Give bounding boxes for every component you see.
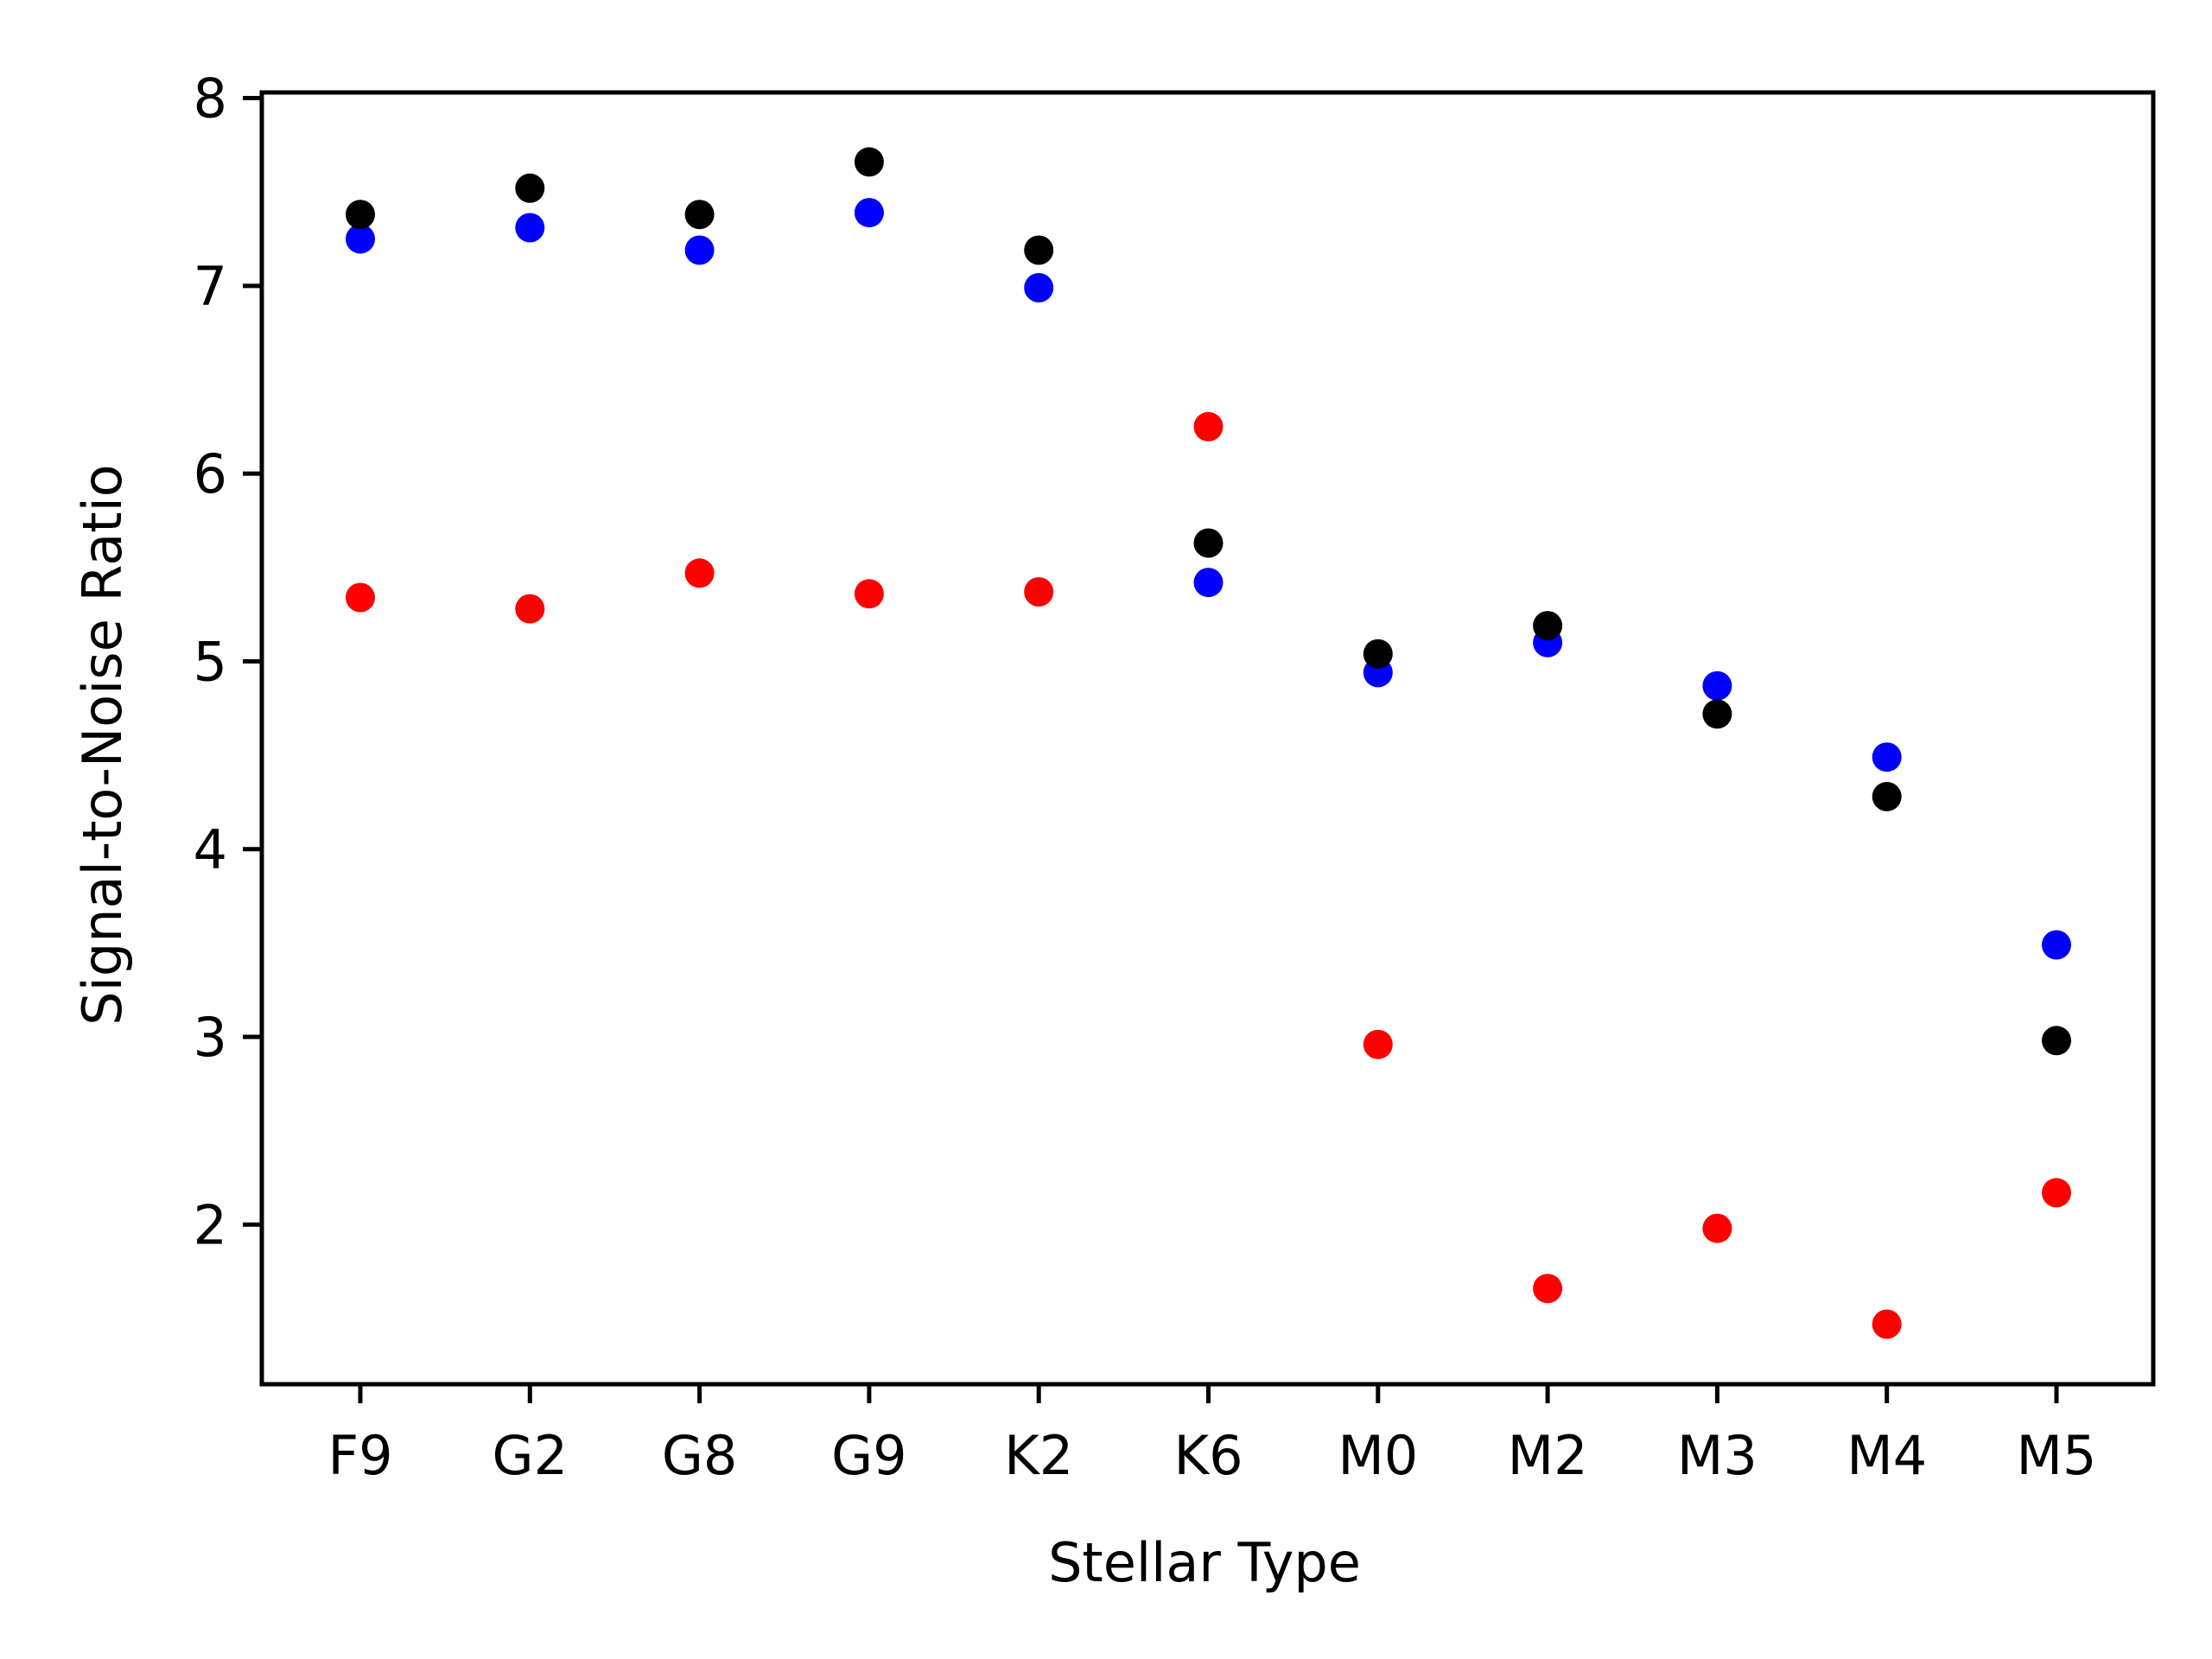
x-tick-label: M4 [1847, 1424, 1927, 1487]
x-axis-label: Stellar Type [1048, 1531, 1361, 1594]
data-point [1024, 273, 1054, 302]
data-point [1024, 577, 1054, 607]
axes: 2 3 4 5 6 7 8 F9 G2 G8 G9 K2 K6 M0 M2 M3 M4 M5 [194, 67, 2156, 1487]
x-tick-label: M5 [2017, 1424, 2097, 1487]
data-point [346, 582, 375, 613]
data-point [1363, 1029, 1393, 1059]
data-point [1702, 671, 1732, 701]
data-point [1533, 1274, 1563, 1304]
y-axis-label: Signal-to-Noise Ratio [71, 464, 134, 1025]
data-point [2042, 1178, 2071, 1208]
x-tick-label: K2 [1004, 1424, 1073, 1487]
x-tick-label: K6 [1173, 1424, 1243, 1487]
data-point [1024, 235, 1054, 265]
data-point [1702, 699, 1732, 729]
y-tick-label: 3 [194, 1006, 227, 1069]
data-point [515, 594, 545, 624]
y-tick-label: 7 [194, 255, 227, 318]
x-tick-label: F9 [327, 1424, 392, 1487]
y-tick-label: 2 [194, 1193, 227, 1256]
data-points [346, 147, 2071, 1339]
data-point [2042, 1026, 2071, 1056]
y-tick-label: 6 [194, 442, 227, 505]
data-point [684, 558, 715, 588]
data-point [1533, 611, 1563, 641]
data-point [854, 579, 884, 609]
data-point [854, 198, 884, 228]
data-point [2042, 930, 2071, 960]
data-point [1193, 568, 1224, 598]
y-tick-label: 8 [194, 67, 227, 130]
y-tick-label: 5 [194, 630, 227, 693]
data-point [346, 224, 375, 254]
x-tick-label: G9 [831, 1424, 907, 1487]
x-tick-label: M3 [1677, 1424, 1758, 1487]
x-tick-label: M2 [1508, 1424, 1588, 1487]
data-point [684, 200, 715, 230]
data-point [515, 213, 545, 243]
data-point [1702, 1213, 1732, 1243]
x-tick-label: G2 [493, 1424, 569, 1487]
data-point [515, 173, 545, 203]
plot-frame [259, 90, 2156, 1387]
data-point [346, 200, 375, 230]
x-tick-label: G8 [662, 1424, 738, 1487]
x-tick-label: M0 [1338, 1424, 1418, 1487]
data-point [1363, 639, 1393, 669]
data-point [854, 147, 884, 177]
data-point [1872, 742, 1902, 772]
data-point [1193, 411, 1224, 442]
data-point [1872, 781, 1902, 811]
y-tick-label: 4 [194, 818, 227, 881]
data-point [1872, 1309, 1902, 1339]
data-point [684, 235, 715, 265]
data-point [1193, 528, 1224, 558]
